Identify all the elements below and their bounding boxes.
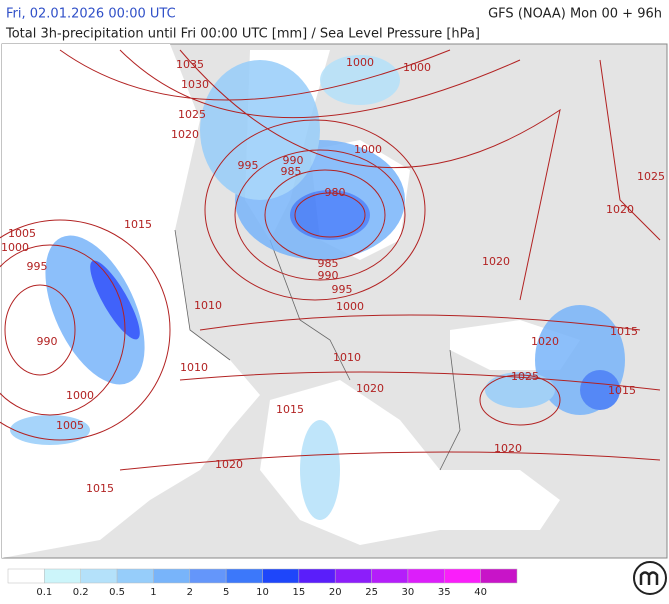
legend-label: 5: [223, 587, 229, 598]
precip-area: [45, 235, 145, 385]
legend-swatch: [7, 568, 45, 584]
coastline: [174, 229, 461, 471]
isobar-label: 990: [283, 154, 304, 167]
isobar-label: 1025: [178, 108, 206, 121]
isobar: [234, 149, 406, 281]
isobar-label: 1015: [608, 384, 636, 397]
legend-swatch: [480, 568, 518, 584]
legend-swatch: [444, 568, 481, 584]
legend-swatch: [153, 568, 191, 584]
legend: 0.1 0.2 0.5 1 2 5 10 15 20 25 30 35 40: [7, 568, 518, 598]
legend-label: 2: [187, 587, 193, 598]
legend-label: 20: [329, 587, 342, 598]
legend-label: 1: [150, 587, 156, 598]
isobar-label: 1035: [176, 58, 204, 71]
isobar-label: 1020: [606, 203, 634, 216]
logo: [633, 561, 667, 595]
isobar-label: 1015: [86, 482, 114, 495]
isobar: [479, 374, 561, 426]
precip-area: [290, 190, 370, 240]
isobar-label: 1020: [215, 458, 243, 471]
description: Total 3h-precipitation until Fri 00:00 U…: [5, 27, 480, 42]
legend-swatch: [371, 568, 409, 584]
isobar-label: 985: [281, 165, 302, 178]
isobar-label: 1020: [482, 255, 510, 268]
legend-swatch: [80, 568, 118, 584]
isobar-label: 1000: [403, 61, 431, 74]
precip-area: [580, 370, 620, 410]
isobar: [0, 219, 171, 441]
isobar-label: 1000: [66, 389, 94, 402]
isobar: [59, 49, 661, 471]
isobar-label: 1015: [124, 218, 152, 231]
legend-swatch: [225, 568, 263, 584]
isobar-label: 1000: [336, 300, 364, 313]
isobar-label: 1020: [494, 442, 522, 455]
legend-swatch: [334, 568, 372, 584]
isobar: [294, 192, 366, 238]
isobar-label: 1005: [8, 227, 36, 240]
isobar-label: 1020: [171, 128, 199, 141]
model: GFS (NOAA) Mon 00 + 96h: [488, 7, 662, 22]
legend-label: 35: [438, 587, 451, 598]
isobar-label: 1015: [276, 403, 304, 416]
logo-mark: [639, 571, 659, 585]
legend-label: 40: [474, 587, 487, 598]
legend-label: 0.1: [36, 587, 52, 598]
isobar-label: 1020: [356, 382, 384, 395]
precip-area: [485, 372, 555, 408]
legend-label: 10: [256, 587, 269, 598]
isobar-label: 1020: [531, 335, 559, 348]
isobar-label: 995: [27, 260, 48, 273]
isobar-label: 1000: [346, 56, 374, 69]
isobar-label: 990: [37, 335, 58, 348]
precip-area: [90, 260, 140, 340]
legend-swatch: [116, 568, 154, 584]
precipitation: [10, 55, 625, 520]
isobar-label: 1025: [637, 170, 665, 183]
isobar-label: 1030: [181, 78, 209, 91]
isobar-label: 1010: [333, 351, 361, 364]
isobar-label: 995: [238, 159, 259, 172]
isobar: [204, 119, 426, 301]
legend-swatch: [298, 568, 336, 584]
isobar-label: 980: [325, 186, 346, 199]
legend-label: 30: [402, 587, 415, 598]
isobar-label: 1010: [194, 299, 222, 312]
legend-label: 0.2: [73, 587, 89, 598]
isobar: [0, 244, 126, 416]
legend-label: 25: [365, 587, 378, 598]
legend-label: 15: [292, 587, 305, 598]
isobars: [0, 49, 661, 471]
precip-area: [300, 420, 340, 520]
legend-swatch: [44, 568, 81, 584]
isobar-label: 1025: [511, 370, 539, 383]
isobar: [264, 169, 386, 261]
legend-swatch: [407, 568, 445, 584]
isobar-label: 1015: [610, 325, 638, 338]
precip-area: [200, 60, 320, 200]
isobar-label: 1000: [354, 143, 382, 156]
isobar-label: 990: [318, 269, 339, 282]
isobar-label: 995: [332, 283, 353, 296]
isobar-label: 1010: [180, 361, 208, 374]
precip-area: [10, 415, 90, 445]
isobar-label: 1000: [1, 241, 29, 254]
legend-label: 0.5: [109, 587, 125, 598]
legend-swatch: [262, 568, 300, 584]
isobar-label: 985: [318, 257, 339, 270]
mediterranean: [260, 380, 560, 545]
run-time: Fri, 02.01.2026 00:00 UTC: [6, 7, 176, 22]
isobar-label: 1005: [56, 419, 84, 432]
legend-swatch: [189, 568, 227, 584]
isobar: [4, 284, 76, 376]
